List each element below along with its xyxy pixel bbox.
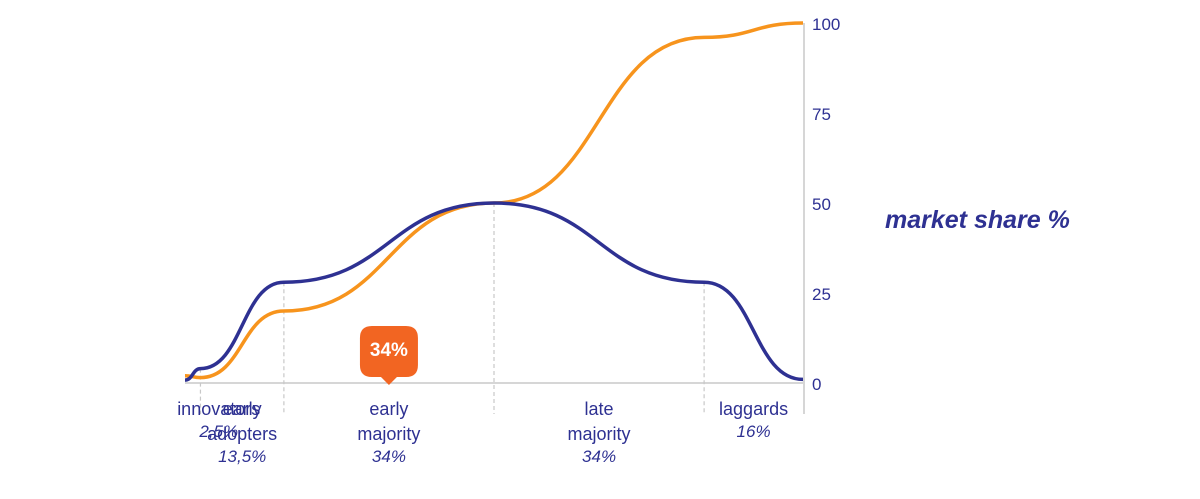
segment-name: early bbox=[369, 399, 408, 419]
highlight-badge-shape bbox=[359, 326, 418, 385]
segment-percent: 16% bbox=[737, 422, 771, 441]
y-axis-label: market share % bbox=[885, 206, 1070, 234]
segment-dividers bbox=[199, 203, 705, 414]
segment-name: adopters bbox=[207, 424, 277, 444]
y-tick-label: 100 bbox=[812, 15, 840, 34]
segment-percent: 34% bbox=[582, 447, 616, 466]
y-tick-label: 50 bbox=[812, 195, 831, 214]
highlight-badge-label: 34% bbox=[370, 340, 408, 361]
segment-name: laggards bbox=[719, 399, 788, 419]
segment-percent: 34% bbox=[372, 447, 406, 466]
market-share-curve bbox=[184, 21, 804, 380]
segment-name: majority bbox=[568, 424, 631, 444]
segment-name: early bbox=[223, 399, 262, 419]
adoption-bell-curve bbox=[184, 201, 804, 382]
segment-percent: 2,5% bbox=[198, 422, 238, 441]
y-tick-label: 75 bbox=[812, 105, 831, 124]
y-tick-label: 0 bbox=[812, 375, 821, 394]
highlight-badge: 34% bbox=[359, 326, 418, 385]
segment-labels: innovators 2,5% early adopters 13,5% early maj… bbox=[177, 399, 788, 466]
segment-percent: 13,5% bbox=[218, 447, 266, 466]
y-tick-label: 25 bbox=[812, 285, 831, 304]
segment-name: innovators bbox=[177, 399, 260, 419]
y-tick-labels: 100 75 50 25 0 bbox=[812, 15, 840, 394]
segment-name: majority bbox=[357, 424, 420, 444]
segment-name: late bbox=[585, 399, 614, 419]
